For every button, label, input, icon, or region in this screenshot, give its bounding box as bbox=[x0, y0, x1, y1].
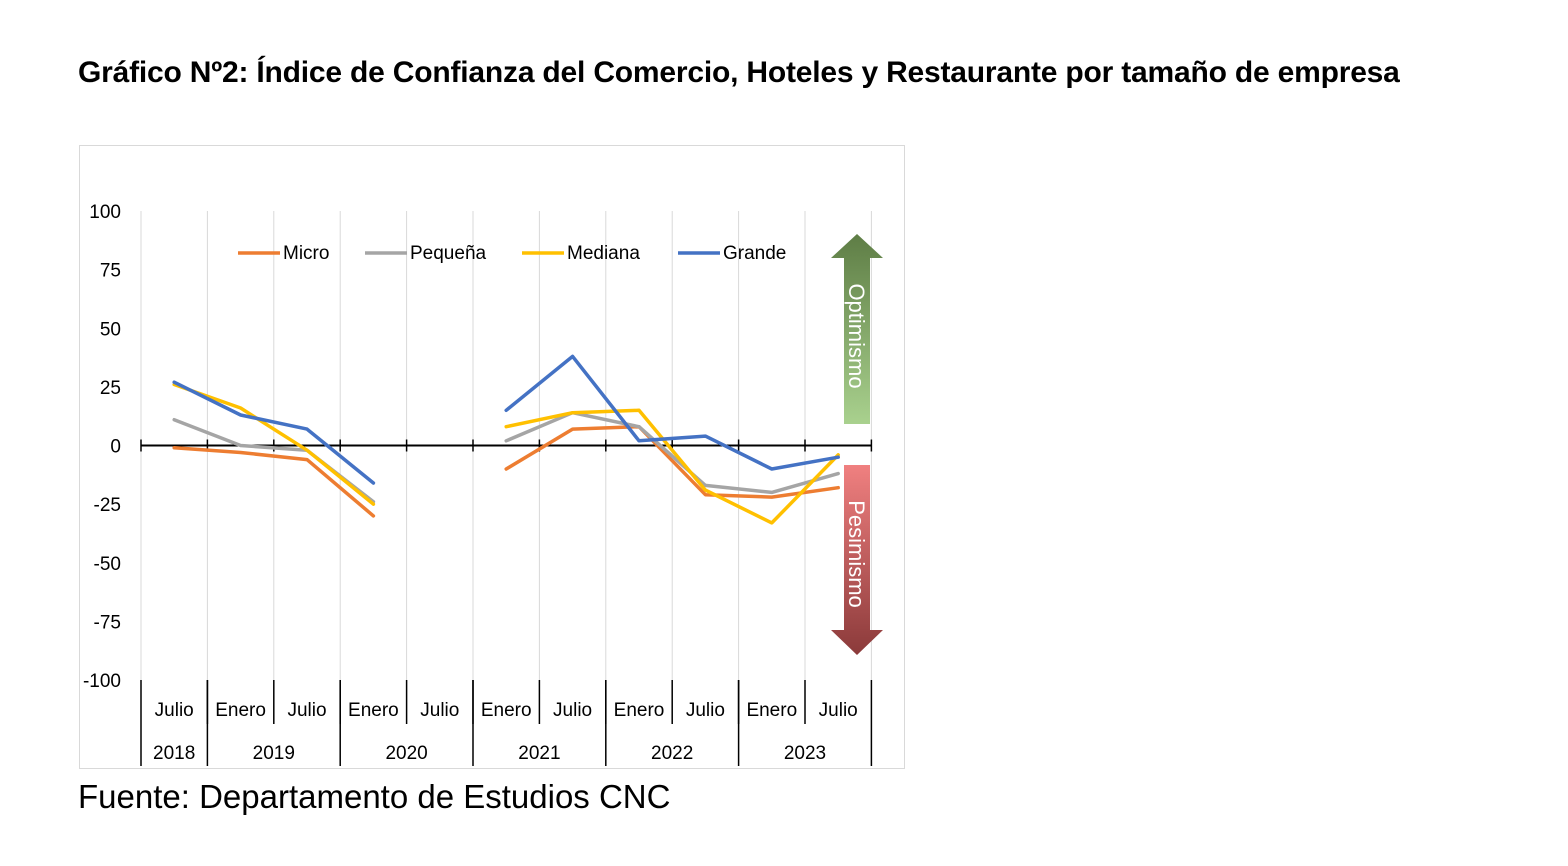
chart-title: Gráfico Nº2: Índice de Confianza del Com… bbox=[78, 56, 1400, 89]
y-tick-label: -25 bbox=[94, 495, 121, 516]
series-line-grande bbox=[504, 354, 840, 471]
source-note: Fuente: Departamento de Estudios CNC bbox=[78, 778, 671, 815]
x-category-label: Enero bbox=[746, 700, 797, 721]
x-category-label: Enero bbox=[614, 700, 665, 721]
y-tick-label: 50 bbox=[100, 319, 121, 340]
y-tick-label: 0 bbox=[110, 437, 121, 458]
optimism-label: Optimismo bbox=[844, 283, 869, 388]
x-category-label: Julio bbox=[155, 700, 194, 721]
x-year-label: 2021 bbox=[518, 743, 560, 764]
x-category-label: Enero bbox=[481, 700, 532, 721]
legend-label: Pequeña bbox=[410, 243, 487, 264]
x-year-label: 2022 bbox=[651, 743, 693, 764]
x-category-label: Julio bbox=[420, 700, 459, 721]
legend-label: Micro bbox=[283, 243, 329, 264]
x-category-label: Julio bbox=[553, 700, 592, 721]
legend-label: Mediana bbox=[567, 243, 640, 264]
chart-frame: 100 75 50 25 0 -25 -50 -75 -100 Micro Pequeña Medi… bbox=[79, 145, 905, 769]
series-line-micro bbox=[172, 446, 376, 518]
series-line-micro bbox=[504, 424, 840, 499]
pessimism-arrow bbox=[831, 465, 883, 655]
y-tick-label: -100 bbox=[83, 671, 121, 692]
y-tick-label: 25 bbox=[100, 378, 121, 399]
x-year-label: 2020 bbox=[385, 743, 427, 764]
x-year-label: 2023 bbox=[784, 743, 826, 764]
x-category-label: Julio bbox=[819, 700, 858, 721]
sentiment-arrows: Optimismo Pesimismo bbox=[831, 234, 883, 655]
y-tick-label: 100 bbox=[89, 202, 121, 223]
series-line-pequeña bbox=[504, 410, 840, 495]
y-tick-label: 75 bbox=[100, 261, 121, 282]
series-line-mediana bbox=[172, 382, 376, 506]
y-axis-ticks: 100 75 50 25 0 -25 -50 -75 -100 bbox=[83, 202, 121, 692]
series-lines bbox=[172, 354, 840, 525]
y-tick-label: -50 bbox=[94, 554, 121, 575]
y-tick-label: -75 bbox=[94, 612, 121, 633]
x-year-label: 2018 bbox=[153, 743, 195, 764]
x-category-label: Julio bbox=[287, 700, 326, 721]
legend-label: Grande bbox=[723, 243, 786, 264]
x-axis: Julio Enero Julio Enero Julio Enero Julio Enero… bbox=[140, 680, 873, 766]
series-line-grande bbox=[172, 380, 376, 485]
x-category-label: Enero bbox=[348, 700, 399, 721]
x-year-label: 2019 bbox=[253, 743, 295, 764]
legend: Micro Pequeña Mediana Grande bbox=[238, 243, 786, 264]
x-category-label: Enero bbox=[215, 700, 266, 721]
series-line-mediana bbox=[504, 408, 840, 525]
x-category-label: Julio bbox=[686, 700, 725, 721]
optimism-arrow bbox=[831, 234, 883, 424]
line-chart: 100 75 50 25 0 -25 -50 -75 -100 Micro Pequeña Medi… bbox=[83, 202, 883, 766]
pessimism-label: Pesimismo bbox=[844, 500, 869, 608]
